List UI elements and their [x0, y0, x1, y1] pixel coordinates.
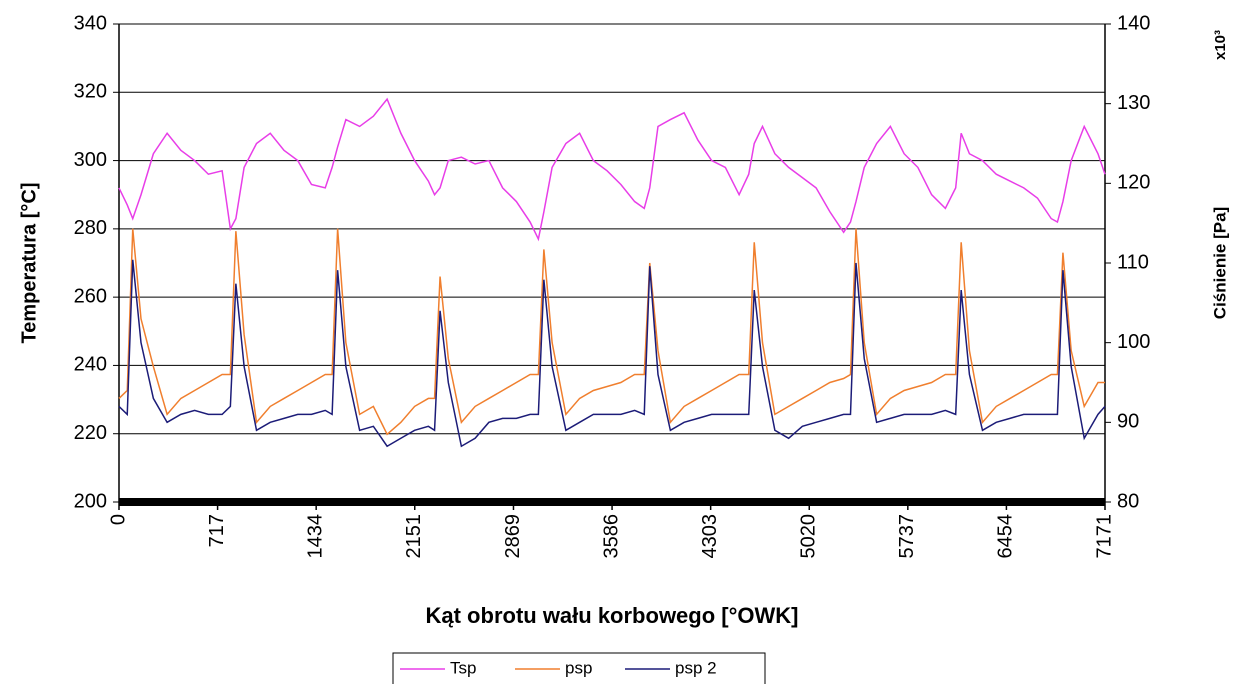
- y2-axis-label: Ciśnienie [Pa]: [1210, 207, 1229, 319]
- y2-multiplier: x10³: [1212, 30, 1229, 60]
- x-tick-label: 0: [107, 514, 129, 525]
- y-tick-label: 280: [74, 217, 107, 239]
- y-tick-label: 300: [74, 149, 107, 171]
- x-tick-label: 7171: [1093, 514, 1115, 559]
- x-tick-label: 4303: [699, 514, 721, 559]
- x-tick-label: 2151: [403, 514, 425, 559]
- x-tick-label: 717: [206, 514, 228, 547]
- y-tick-label: 340: [74, 12, 107, 34]
- y2-tick-label: 140: [1117, 12, 1150, 34]
- y-tick-label: 200: [74, 490, 107, 512]
- series-line: [118, 97, 1106, 242]
- y2-tick-label: 80: [1117, 490, 1139, 512]
- legend-label: psp: [565, 658, 592, 677]
- y2-tick-label: 130: [1117, 92, 1150, 114]
- series-line: [118, 259, 1106, 448]
- y2-tick-label: 100: [1117, 331, 1150, 353]
- y-tick-label: 260: [74, 285, 107, 307]
- x-axis-label: Kąt obrotu wału korbowego [°OWK]: [426, 603, 799, 628]
- y-axis-label: Temperatura [°C]: [18, 183, 40, 344]
- y2-tick-label: 90: [1117, 411, 1139, 433]
- y-tick-label: 320: [74, 81, 107, 103]
- x-tick-label: 5020: [798, 514, 820, 559]
- x-tick-label: 6454: [995, 514, 1017, 559]
- x-tick-label: 5737: [896, 514, 918, 559]
- x-tick-label: 2869: [502, 514, 524, 559]
- legend-label: Tsp: [450, 658, 476, 677]
- x-tick-label: 1434: [304, 514, 326, 559]
- x-tick-label: 3586: [600, 514, 622, 559]
- y2-tick-label: 120: [1117, 172, 1150, 194]
- y-tick-label: 240: [74, 354, 107, 376]
- legend-label: psp 2: [675, 658, 717, 677]
- y-tick-label: 220: [74, 422, 107, 444]
- y2-tick-label: 110: [1117, 251, 1149, 273]
- legend-box: [392, 652, 766, 689]
- series-line: [118, 228, 1105, 436]
